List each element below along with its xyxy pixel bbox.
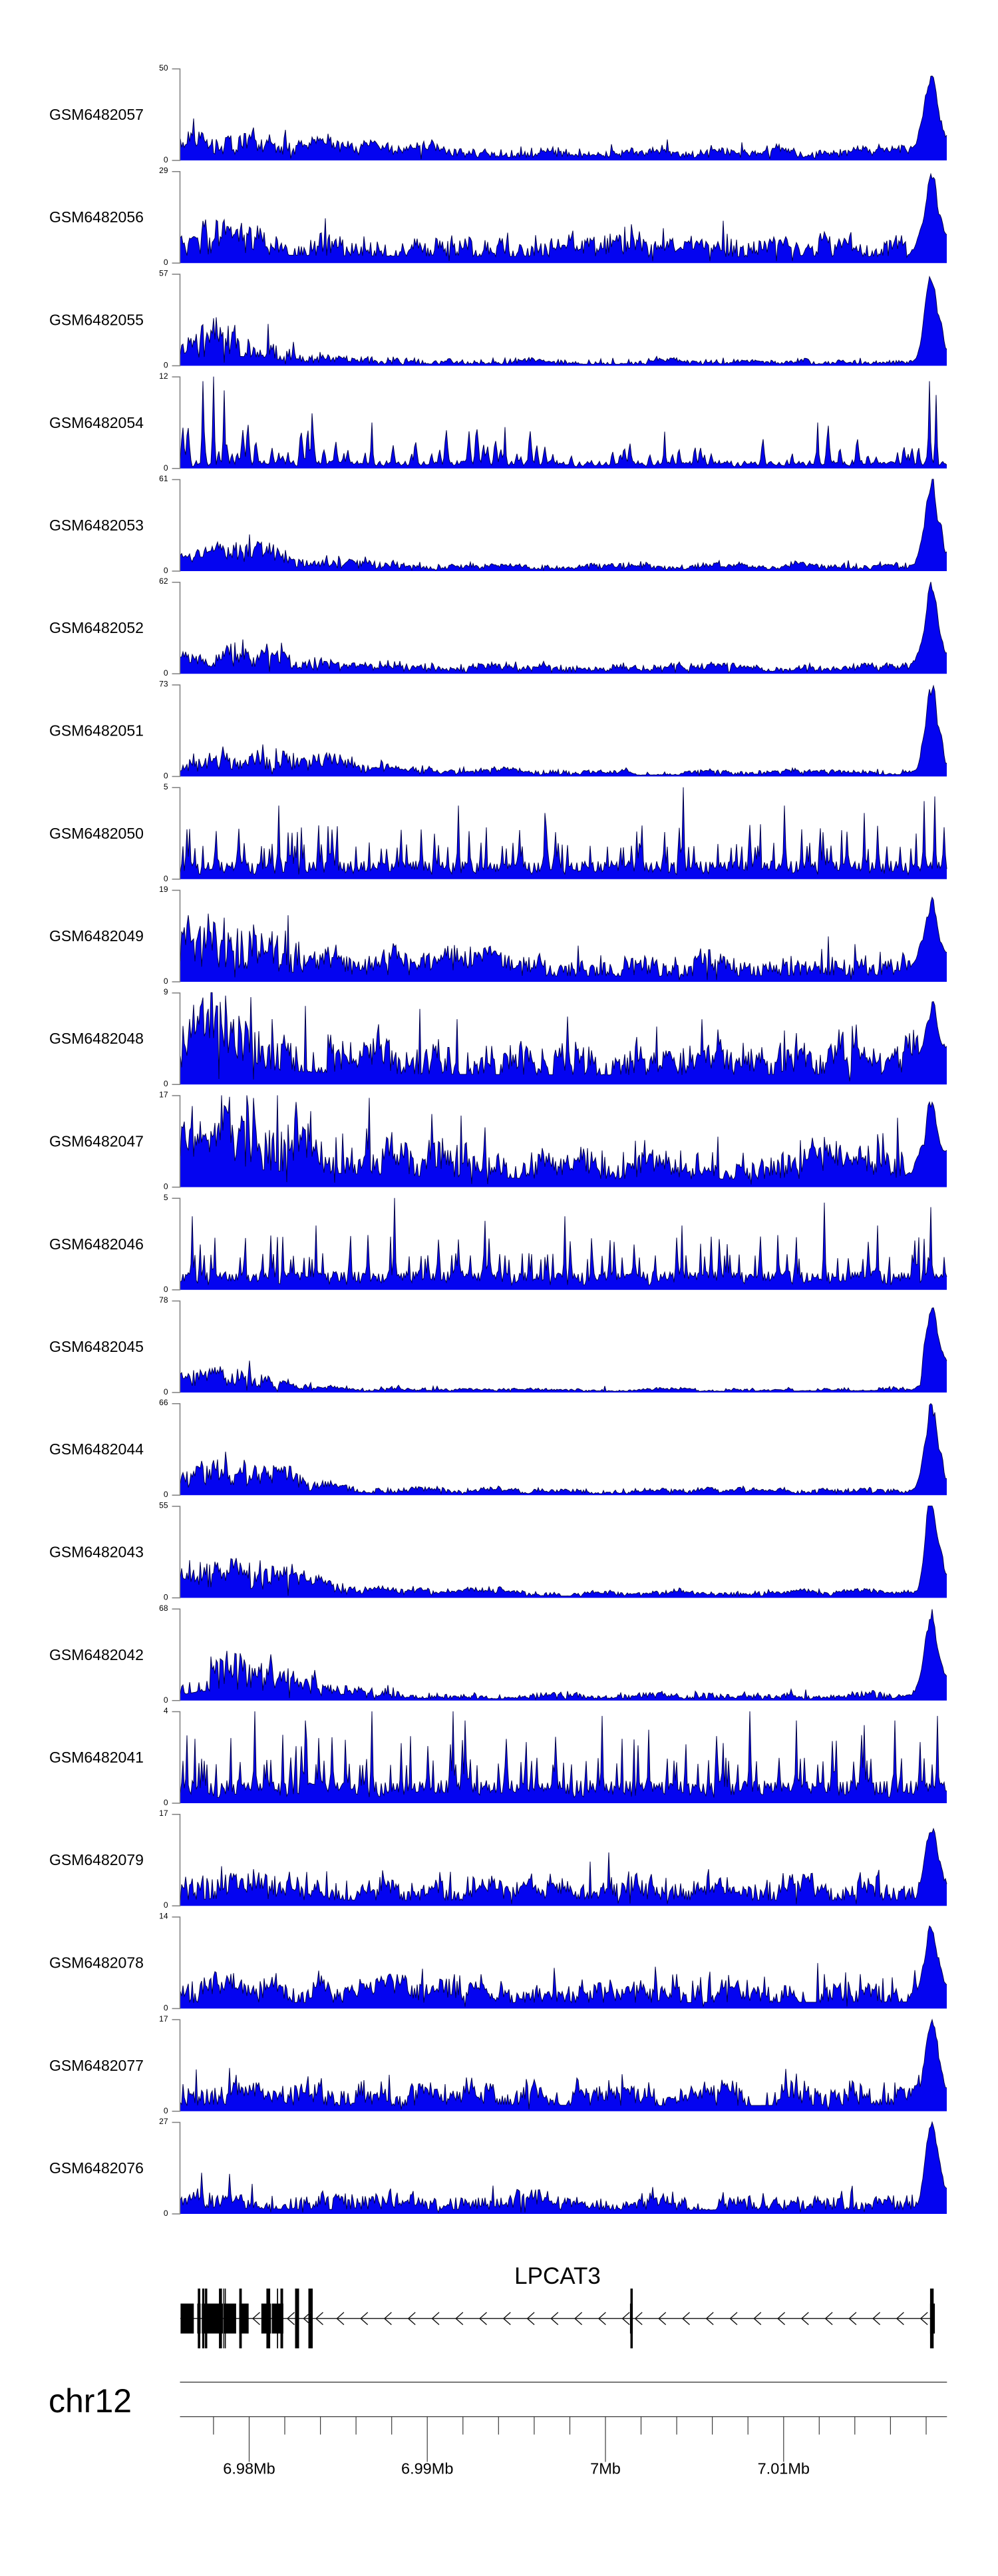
svg-text:0: 0 xyxy=(164,2209,168,2218)
svg-text:0: 0 xyxy=(164,1182,168,1191)
svg-text:GSM6482045: GSM6482045 xyxy=(49,1338,144,1355)
svg-text:57: 57 xyxy=(159,269,168,278)
svg-text:61: 61 xyxy=(159,474,168,483)
svg-text:0: 0 xyxy=(164,361,168,370)
svg-text:0: 0 xyxy=(164,668,168,678)
svg-text:0: 0 xyxy=(164,1798,168,1807)
svg-text:4: 4 xyxy=(164,1706,168,1715)
svg-text:0: 0 xyxy=(164,2106,168,2115)
svg-text:GSM6482055: GSM6482055 xyxy=(49,312,144,329)
svg-text:GSM6482052: GSM6482052 xyxy=(49,619,144,636)
svg-text:0: 0 xyxy=(164,463,168,473)
svg-text:GSM6482076: GSM6482076 xyxy=(49,2159,144,2177)
svg-text:9: 9 xyxy=(164,987,168,996)
svg-text:66: 66 xyxy=(159,1398,168,1407)
svg-text:73: 73 xyxy=(159,680,168,689)
svg-text:LPCAT3: LPCAT3 xyxy=(514,2263,601,2289)
svg-text:6.98Mb: 6.98Mb xyxy=(223,2460,275,2477)
svg-text:68: 68 xyxy=(159,1604,168,1613)
svg-text:7Mb: 7Mb xyxy=(590,2460,621,2477)
svg-text:GSM6482056: GSM6482056 xyxy=(49,208,144,226)
svg-text:chr12: chr12 xyxy=(49,2382,132,2420)
svg-text:0: 0 xyxy=(164,874,168,883)
svg-text:GSM6482079: GSM6482079 xyxy=(49,1851,144,1868)
svg-text:GSM6482051: GSM6482051 xyxy=(49,722,144,740)
svg-text:50: 50 xyxy=(159,63,168,73)
svg-text:GSM6482047: GSM6482047 xyxy=(49,1133,144,1150)
svg-text:0: 0 xyxy=(164,566,168,575)
svg-text:5: 5 xyxy=(164,782,168,791)
svg-text:GSM6482053: GSM6482053 xyxy=(49,517,144,534)
svg-text:0: 0 xyxy=(164,1490,168,1499)
svg-text:0: 0 xyxy=(164,1695,168,1705)
svg-text:55: 55 xyxy=(159,1501,168,1510)
svg-text:6.99Mb: 6.99Mb xyxy=(401,2460,453,2477)
svg-text:0: 0 xyxy=(164,2004,168,2013)
svg-text:0: 0 xyxy=(164,155,168,164)
svg-text:GSM6482041: GSM6482041 xyxy=(49,1749,144,1766)
svg-text:0: 0 xyxy=(164,1079,168,1088)
svg-text:GSM6482054: GSM6482054 xyxy=(49,414,144,431)
svg-text:0: 0 xyxy=(164,976,168,986)
svg-text:GSM6482078: GSM6482078 xyxy=(49,1954,144,1972)
svg-text:0: 0 xyxy=(164,1387,168,1396)
svg-text:GSM6482046: GSM6482046 xyxy=(49,1235,144,1253)
svg-text:5: 5 xyxy=(164,1193,168,1202)
svg-text:GSM6482043: GSM6482043 xyxy=(49,1544,144,1561)
svg-text:78: 78 xyxy=(159,1295,168,1305)
svg-text:GSM6482050: GSM6482050 xyxy=(49,825,144,842)
svg-text:17: 17 xyxy=(159,1090,168,1100)
svg-text:0: 0 xyxy=(164,258,168,267)
svg-text:GSM6482048: GSM6482048 xyxy=(49,1030,144,1047)
svg-text:GSM6482077: GSM6482077 xyxy=(49,2057,144,2074)
svg-text:7.01Mb: 7.01Mb xyxy=(758,2460,810,2477)
svg-text:17: 17 xyxy=(159,1809,168,1818)
svg-text:29: 29 xyxy=(159,166,168,175)
svg-text:GSM6482057: GSM6482057 xyxy=(49,106,144,123)
svg-text:0: 0 xyxy=(164,1900,168,1910)
svg-text:0: 0 xyxy=(164,771,168,781)
svg-text:27: 27 xyxy=(159,2117,168,2126)
svg-text:14: 14 xyxy=(159,1912,168,1921)
svg-text:GSM6482049: GSM6482049 xyxy=(49,927,144,945)
svg-text:GSM6482044: GSM6482044 xyxy=(49,1440,144,1458)
svg-text:62: 62 xyxy=(159,576,168,586)
svg-text:12: 12 xyxy=(159,371,168,381)
svg-text:0: 0 xyxy=(164,1593,168,1602)
svg-text:17: 17 xyxy=(159,2014,168,2024)
svg-text:19: 19 xyxy=(159,885,168,894)
svg-text:0: 0 xyxy=(164,1285,168,1294)
svg-text:GSM6482042: GSM6482042 xyxy=(49,1646,144,1663)
